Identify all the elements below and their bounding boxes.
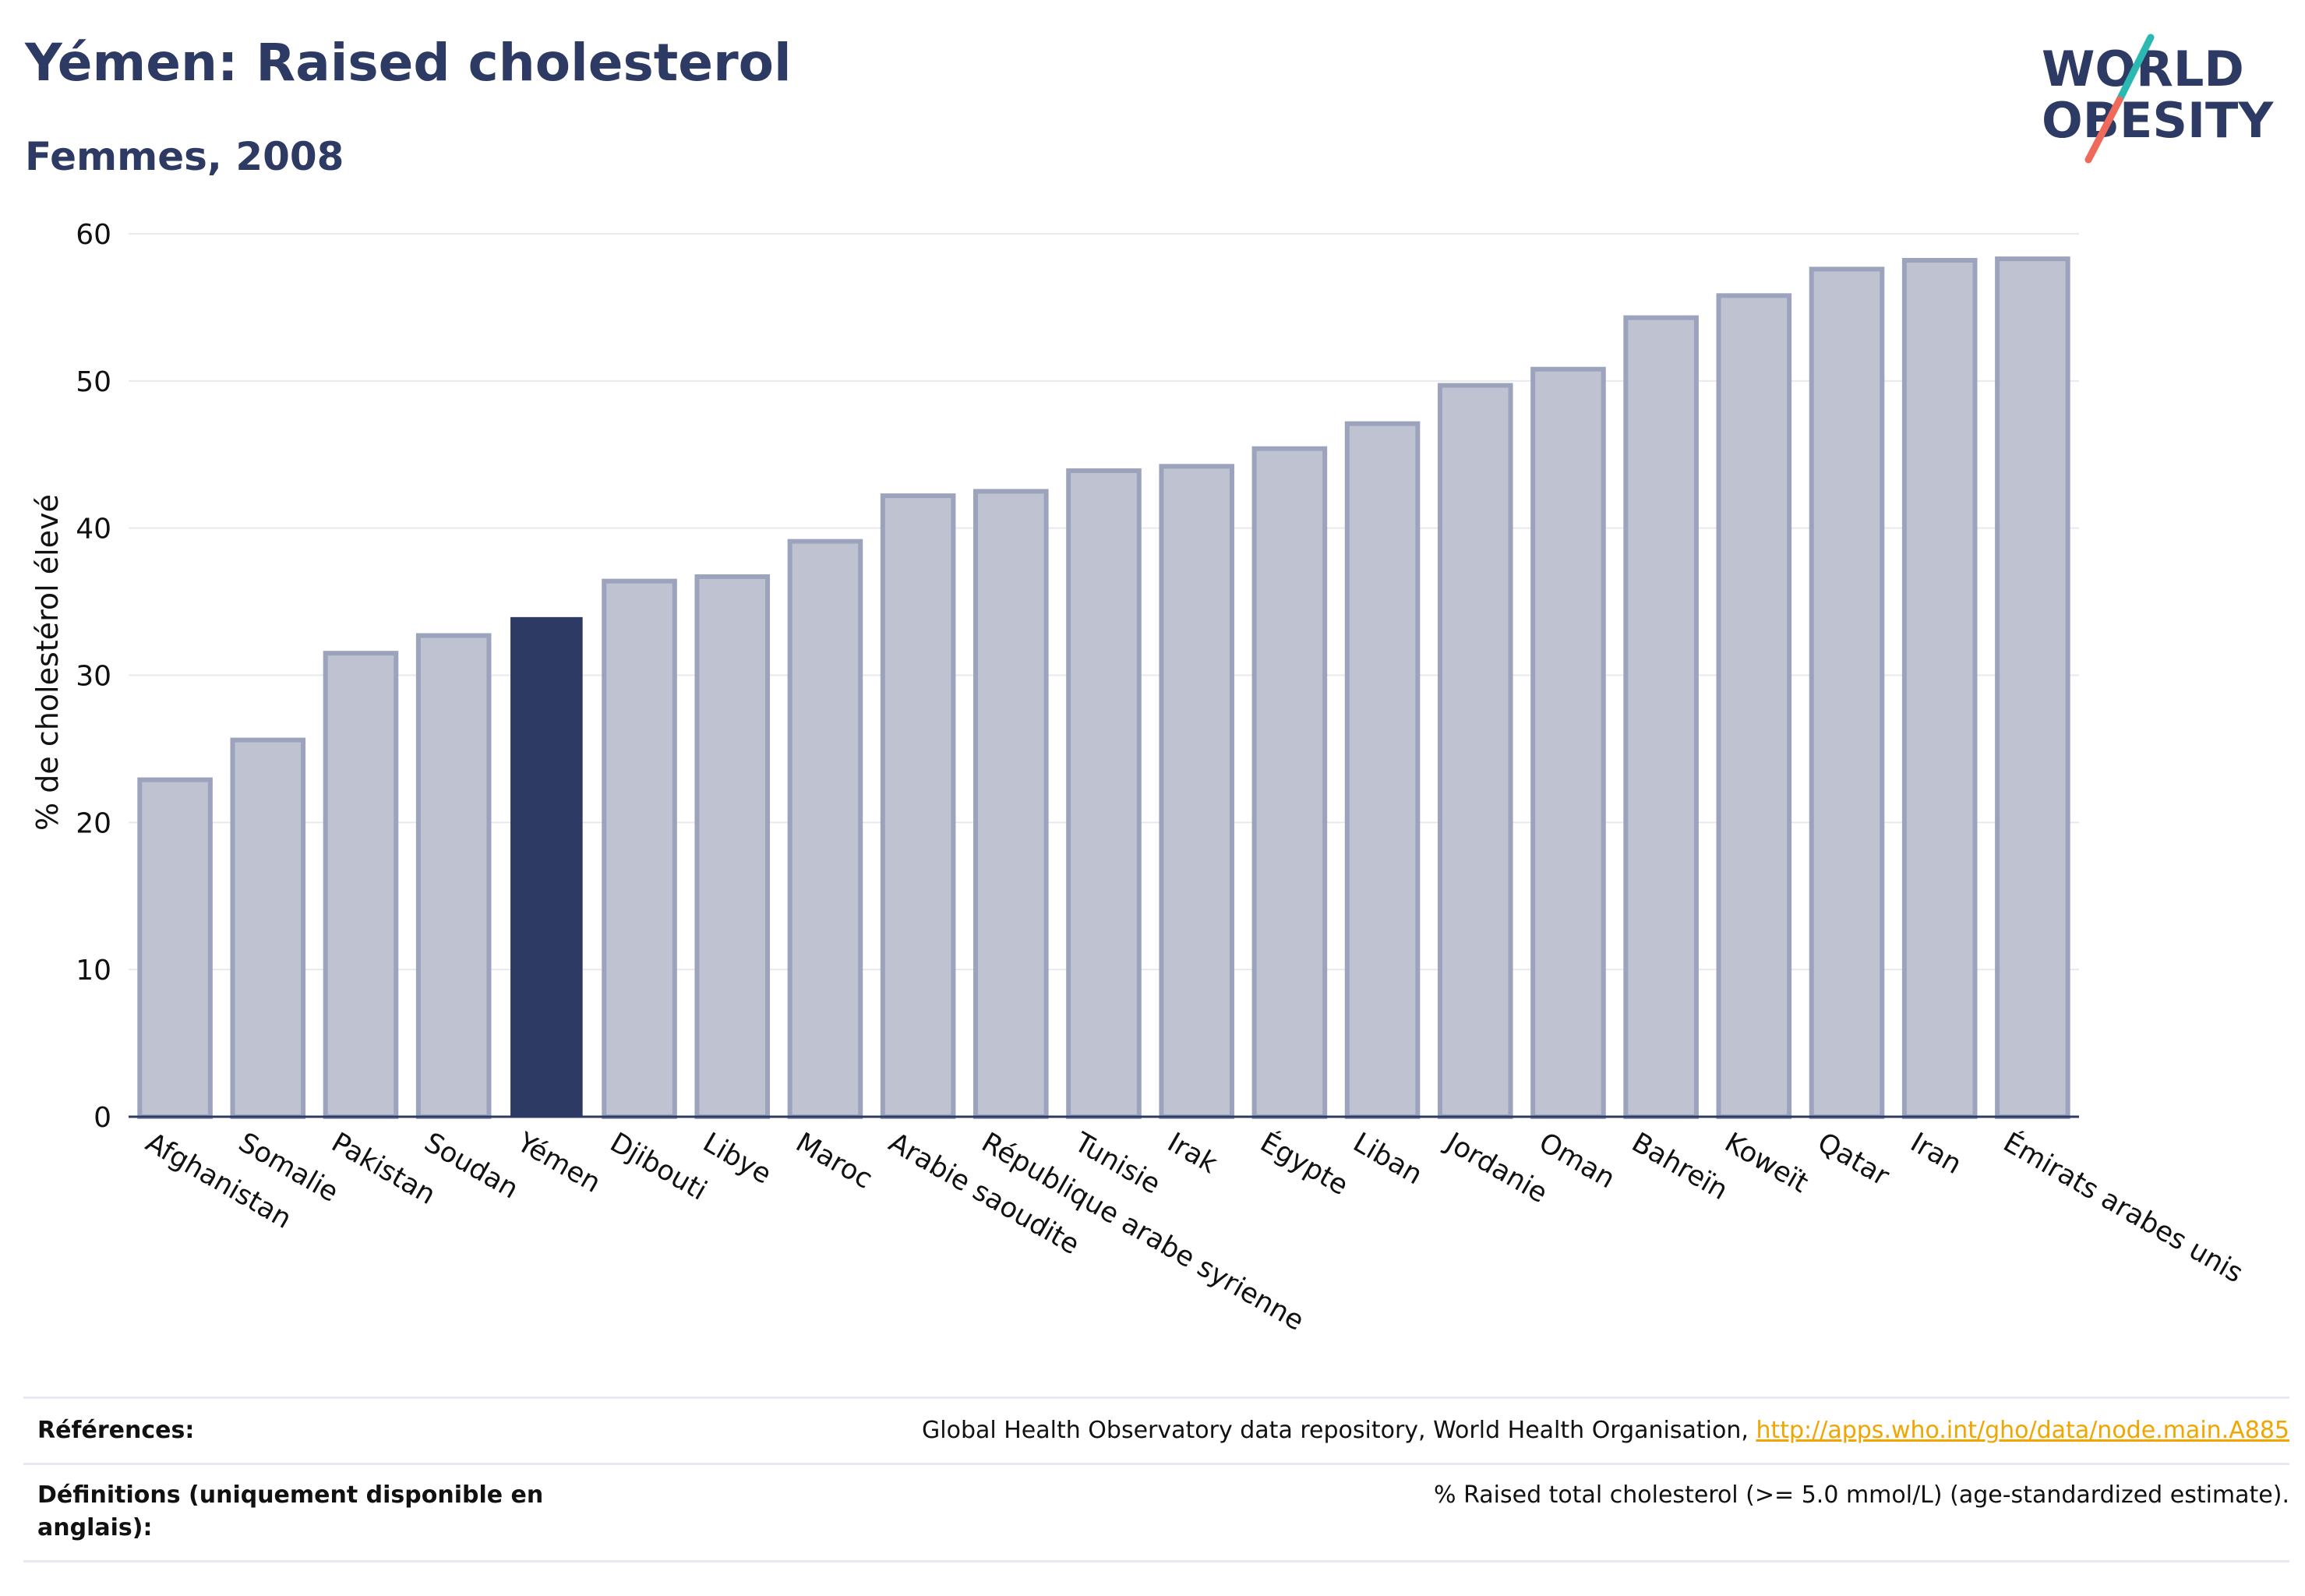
bar-chart: 0 10 20 30 40 50 60 AfghanistanSomaliePakistan…: [30, 219, 2249, 1337]
references-label: Références:: [37, 1417, 195, 1444]
bar: [694, 574, 771, 1119]
bar-highlight: [510, 616, 583, 1118]
y-tick-label: 40: [76, 514, 111, 546]
x-tick-label: Émirats arabes unis: [1998, 1125, 2249, 1289]
axis-layer: 0 10 20 30 40 50 60: [76, 219, 2079, 1134]
bar: [1716, 293, 1792, 1119]
x-tick-label: Égypte: [1255, 1125, 1354, 1202]
y-tick-label: 10: [76, 955, 111, 987]
logo-slash-teal: [2116, 34, 2155, 104]
bar: [973, 489, 1049, 1119]
definitions-value: % Raised total cholesterol (>= 5.0 mmol/…: [1434, 1481, 2289, 1509]
labels-layer: AfghanistanSomaliePakistanSoudanYémenDji…: [140, 1125, 2249, 1336]
x-tick-label: Koweït: [1719, 1127, 1813, 1199]
x-tick-label: Yémen: [511, 1127, 605, 1199]
bar: [415, 633, 492, 1119]
y-tick-label: 60: [76, 219, 111, 251]
x-tick-label: Djibouti: [605, 1127, 711, 1206]
definitions-row: Définitions (uniquement disponible en an…: [23, 1463, 2289, 1562]
x-tick-label: Liban: [1348, 1127, 1428, 1191]
bar: [1159, 464, 1234, 1119]
bar: [230, 737, 306, 1119]
x-tick-label: Irak: [1162, 1127, 1223, 1180]
x-tick-label: Maroc: [790, 1127, 877, 1195]
references-text: Global Health Observatory data repositor…: [922, 1417, 1756, 1444]
logo-line2: OBESITY: [2042, 92, 2274, 149]
y-axis-label: % de cholestérol élevé: [30, 494, 65, 831]
chart-subtitle: Femmes, 2008: [25, 134, 344, 179]
logo-slash-coral: [2084, 96, 2123, 164]
definitions-label: Définitions (uniquement disponible en an…: [37, 1481, 544, 1541]
y-tick-label: 50: [76, 366, 111, 398]
x-tick-label: Pakistan: [326, 1127, 440, 1211]
references-value: Global Health Observatory data repositor…: [922, 1414, 2289, 1447]
bar: [137, 777, 213, 1119]
bar: [1530, 366, 1606, 1119]
bar: [323, 651, 399, 1119]
references-row: Références: Global Health Observatory da…: [23, 1396, 2289, 1463]
bar: [1251, 446, 1328, 1119]
x-tick-label: Iran: [1905, 1127, 1967, 1181]
bar: [880, 493, 956, 1119]
x-tick-label: Qatar: [1813, 1127, 1895, 1192]
bar: [1623, 315, 1699, 1119]
x-tick-label: Bahreïn: [1626, 1127, 1733, 1206]
bar: [1066, 468, 1142, 1119]
bar: [787, 538, 863, 1119]
y-tick-label: 30: [76, 661, 111, 693]
bar: [602, 578, 677, 1119]
world-obesity-logo: WORLD OBESITY: [2042, 34, 2274, 164]
chart-title: Yémen: Raised cholesterol: [25, 33, 792, 93]
references-table: Références: Global Health Observatory da…: [23, 1396, 2289, 1562]
y-tick-label: 20: [76, 807, 111, 839]
y-tick-label: 0: [94, 1102, 111, 1134]
references-link[interactable]: http://apps.who.int/gho/data/node.main.A…: [1756, 1417, 2289, 1444]
bar: [1901, 257, 1978, 1119]
bar: [1809, 267, 1885, 1120]
bar: [1344, 421, 1421, 1119]
x-tick-label: Jordanie: [1439, 1126, 1552, 1209]
bars-layer: [137, 256, 2070, 1120]
bar: [1437, 383, 1513, 1119]
bar: [1995, 256, 2070, 1119]
